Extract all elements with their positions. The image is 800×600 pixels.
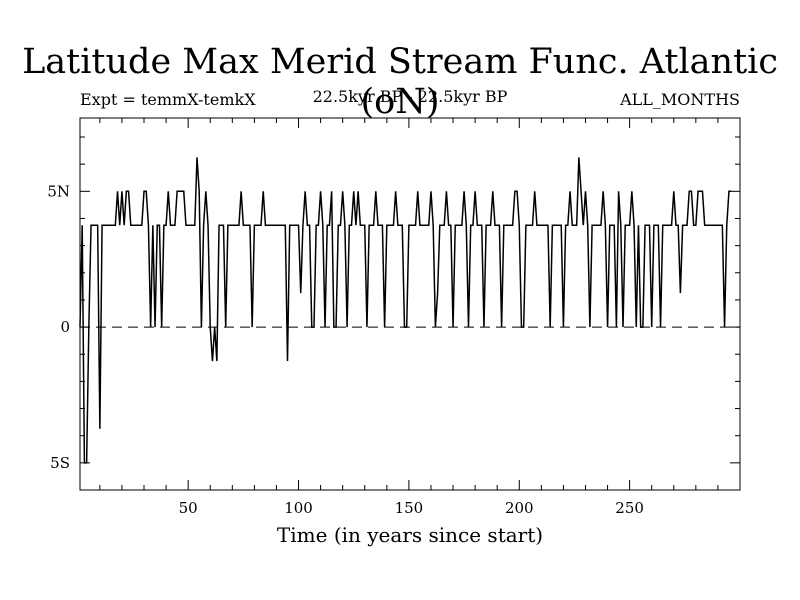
y-tick-label: 5N	[47, 182, 70, 200]
x-tick-label: 150	[395, 499, 424, 517]
experiment-label: Expt = temmX-temkX	[80, 90, 256, 109]
x-axis-label: Time (in years since start)	[277, 523, 543, 547]
y-tick-label: 0	[60, 318, 70, 336]
period-label: 22.5kyr BP - 22.5kyr BP	[312, 87, 508, 106]
x-tick-label: 50	[179, 499, 198, 517]
series-line	[79, 157, 732, 464]
y-tick-label: 5S	[50, 454, 70, 472]
x-tick-label: 250	[615, 499, 644, 517]
season-label: ALL_MONTHS	[620, 90, 740, 109]
x-tick-label: 100	[284, 499, 313, 517]
series-group	[79, 157, 732, 464]
axis-ticks	[80, 118, 740, 490]
chart-title: Latitude Max Merid Stream Func. Atlantic…	[22, 42, 778, 122]
x-tick-label: 200	[505, 499, 534, 517]
plot-frame	[79, 117, 741, 491]
axis-tick-labels: 50 100 150 200 250 5S 0 5N	[47, 182, 644, 517]
